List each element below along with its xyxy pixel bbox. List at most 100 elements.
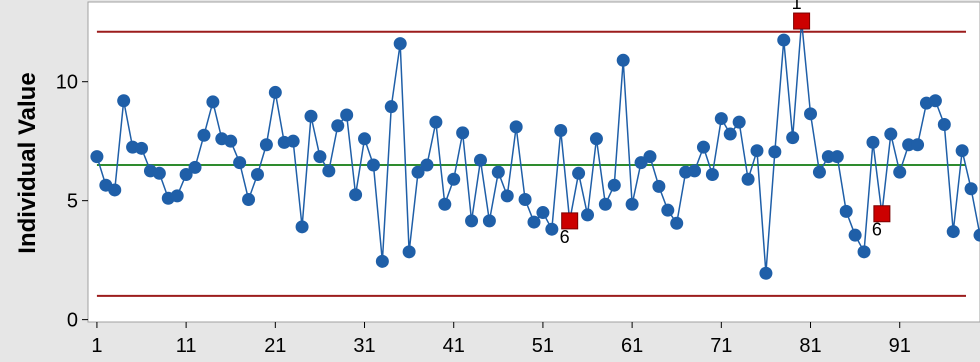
x-tick-label: 61 <box>621 335 643 357</box>
data-point <box>510 120 523 133</box>
data-point <box>456 126 469 139</box>
data-point <box>545 223 558 236</box>
x-tick-label: 11 <box>176 335 197 357</box>
data-point <box>331 119 344 132</box>
data-point <box>706 168 719 181</box>
x-tick-label: 51 <box>532 335 554 357</box>
data-point <box>608 179 621 192</box>
data-point <box>759 267 772 280</box>
data-point <box>733 116 746 129</box>
data-point <box>572 167 585 180</box>
data-point <box>536 206 549 219</box>
data-point <box>358 132 371 145</box>
y-tick-label: 0 <box>67 310 78 332</box>
data-point <box>617 54 630 67</box>
data-point <box>206 95 219 108</box>
data-point <box>447 173 460 186</box>
data-point <box>492 166 505 179</box>
data-point <box>554 124 567 137</box>
data-point <box>189 161 202 174</box>
data-point <box>403 245 416 258</box>
x-tick-label: 91 <box>889 335 911 357</box>
data-point <box>661 204 674 217</box>
x-tick-label: 41 <box>443 335 465 357</box>
data-point <box>296 220 309 233</box>
flag-label: 1 <box>792 0 802 13</box>
data-point <box>483 214 496 227</box>
x-tick-label: 71 <box>710 335 732 357</box>
data-point <box>813 166 826 179</box>
data-point <box>581 208 594 221</box>
x-tick-label: 1 <box>91 335 102 357</box>
data-point <box>233 156 246 169</box>
y-tick-label: 5 <box>67 191 78 213</box>
x-tick-label: 31 <box>353 335 375 357</box>
y-axis-label: Individual Value <box>14 72 41 253</box>
data-point <box>242 193 255 206</box>
data-point <box>376 255 389 268</box>
data-point <box>786 131 799 144</box>
data-point <box>965 182 978 195</box>
data-point <box>893 166 906 179</box>
data-point <box>751 144 764 157</box>
data-point <box>742 173 755 186</box>
data-point <box>528 216 541 229</box>
data-point <box>590 132 603 145</box>
data-point <box>287 135 300 148</box>
data-point <box>626 198 639 211</box>
data-point <box>465 214 478 227</box>
data-point <box>394 37 407 50</box>
data-point <box>947 225 960 238</box>
data-point <box>429 116 442 129</box>
data-point <box>599 198 612 211</box>
data-point <box>670 217 683 230</box>
data-point <box>305 110 318 123</box>
data-point <box>197 129 210 142</box>
flagged-point <box>794 13 810 29</box>
data-point <box>697 141 710 154</box>
data-point <box>117 94 130 107</box>
data-point <box>840 205 853 218</box>
data-point <box>652 180 665 193</box>
data-point <box>929 94 942 107</box>
data-point <box>804 107 817 120</box>
data-point <box>849 229 862 242</box>
y-tick-label: 10 <box>56 72 78 94</box>
data-point <box>501 189 514 202</box>
data-point <box>251 168 264 181</box>
data-point <box>153 167 166 180</box>
data-point <box>340 109 353 122</box>
flag-label: 6 <box>872 220 882 240</box>
data-point <box>519 193 532 206</box>
data-point <box>777 34 790 47</box>
data-point <box>135 142 148 155</box>
data-point <box>688 164 701 177</box>
data-point <box>911 138 924 151</box>
data-point <box>367 158 380 171</box>
data-point <box>349 188 362 201</box>
data-point <box>858 245 871 258</box>
data-point <box>724 128 737 141</box>
data-point <box>108 183 121 196</box>
data-point <box>385 100 398 113</box>
data-point <box>866 136 879 149</box>
data-point <box>438 198 451 211</box>
data-point <box>768 145 781 158</box>
data-point <box>938 118 951 131</box>
data-point <box>643 150 656 163</box>
data-point <box>260 138 273 151</box>
data-point <box>956 144 969 157</box>
data-point <box>224 135 237 148</box>
data-point <box>90 150 103 163</box>
plot-area <box>88 2 980 322</box>
data-point <box>420 158 433 171</box>
x-tick-label: 81 <box>799 335 821 357</box>
data-point <box>715 112 728 125</box>
data-point <box>269 86 282 99</box>
data-point <box>322 164 335 177</box>
data-point <box>313 150 326 163</box>
data-point <box>171 189 184 202</box>
data-point <box>831 150 844 163</box>
